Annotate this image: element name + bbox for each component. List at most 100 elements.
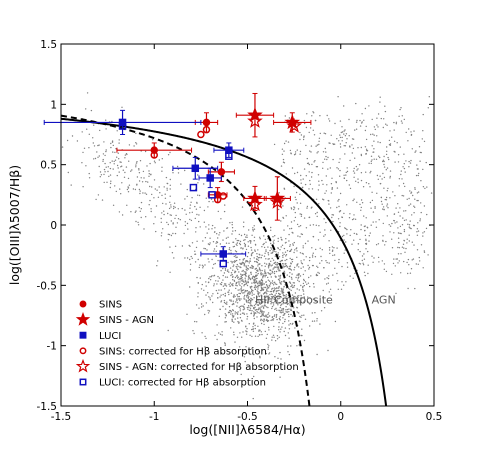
background-point bbox=[383, 155, 385, 158]
background-point bbox=[202, 240, 204, 242]
background-point bbox=[329, 288, 332, 290]
background-point bbox=[265, 263, 268, 265]
background-point bbox=[300, 262, 303, 264]
background-point bbox=[253, 257, 255, 259]
background-point bbox=[359, 263, 362, 265]
background-point bbox=[397, 237, 400, 239]
background-point bbox=[293, 269, 295, 271]
background-point bbox=[230, 272, 233, 274]
background-point bbox=[413, 205, 415, 207]
background-point bbox=[247, 278, 250, 280]
background-point bbox=[340, 288, 343, 290]
background-point bbox=[324, 147, 326, 150]
background-point bbox=[403, 260, 405, 263]
background-point bbox=[322, 183, 324, 185]
background-point bbox=[243, 258, 245, 260]
background-point bbox=[297, 312, 299, 314]
background-point bbox=[403, 167, 406, 170]
background-point bbox=[401, 194, 403, 197]
background-point bbox=[273, 270, 276, 273]
background-point bbox=[234, 276, 237, 279]
background-point bbox=[310, 275, 312, 277]
background-point bbox=[199, 277, 201, 279]
background-point bbox=[336, 272, 338, 275]
background-point bbox=[373, 148, 375, 150]
background-point bbox=[169, 214, 171, 216]
background-point bbox=[126, 204, 128, 206]
background-point bbox=[247, 299, 250, 301]
background-point bbox=[319, 115, 321, 117]
background-point bbox=[235, 259, 238, 262]
background-point bbox=[278, 192, 280, 194]
background-point bbox=[172, 232, 174, 235]
background-point bbox=[382, 240, 384, 242]
background-point bbox=[404, 185, 406, 188]
background-point bbox=[254, 249, 256, 251]
background-point bbox=[327, 156, 329, 159]
background-point bbox=[279, 281, 281, 283]
background-point bbox=[273, 250, 275, 252]
background-point bbox=[217, 210, 219, 213]
background-point bbox=[131, 169, 133, 171]
background-point bbox=[138, 169, 140, 171]
background-point bbox=[300, 284, 302, 287]
background-point bbox=[408, 166, 410, 168]
background-point bbox=[143, 177, 145, 179]
background-point bbox=[377, 256, 380, 259]
background-point bbox=[280, 220, 282, 222]
background-point bbox=[255, 308, 258, 311]
background-point bbox=[203, 247, 205, 250]
background-point bbox=[232, 296, 235, 298]
background-point bbox=[205, 302, 208, 304]
background-point bbox=[121, 214, 124, 216]
background-point bbox=[311, 312, 313, 314]
background-point bbox=[322, 198, 324, 200]
background-point bbox=[389, 175, 391, 178]
legend-label: SINS bbox=[99, 300, 122, 311]
background-point bbox=[252, 227, 254, 229]
background-point bbox=[306, 113, 308, 115]
background-point bbox=[307, 264, 309, 267]
background-point bbox=[299, 236, 301, 238]
background-point bbox=[348, 118, 350, 121]
background-point bbox=[88, 147, 90, 149]
background-point bbox=[223, 283, 226, 285]
background-point bbox=[264, 274, 266, 277]
background-point bbox=[386, 167, 389, 169]
background-point bbox=[249, 292, 251, 294]
background-point bbox=[241, 206, 244, 208]
background-point bbox=[303, 293, 305, 295]
background-point bbox=[280, 312, 282, 314]
background-point bbox=[238, 292, 240, 295]
background-point bbox=[282, 256, 284, 258]
background-point bbox=[338, 140, 340, 142]
background-point bbox=[355, 165, 358, 168]
background-point bbox=[173, 202, 176, 204]
background-point bbox=[270, 293, 273, 295]
background-point bbox=[397, 203, 399, 205]
background-point bbox=[198, 214, 200, 216]
background-point bbox=[247, 297, 249, 299]
background-point bbox=[271, 257, 273, 260]
background-point bbox=[295, 191, 298, 194]
background-point bbox=[218, 277, 221, 279]
background-point bbox=[391, 136, 393, 138]
background-point bbox=[398, 260, 400, 262]
background-point bbox=[229, 299, 231, 301]
background-point bbox=[292, 286, 294, 289]
background-point bbox=[155, 230, 157, 233]
background-point bbox=[260, 284, 262, 286]
background-point bbox=[167, 223, 169, 226]
background-point bbox=[285, 255, 287, 257]
background-point bbox=[220, 289, 222, 291]
background-point bbox=[161, 212, 163, 214]
background-point bbox=[400, 107, 402, 109]
background-point bbox=[190, 255, 192, 258]
background-point bbox=[282, 309, 285, 311]
background-point bbox=[177, 172, 180, 174]
background-point bbox=[331, 216, 333, 219]
background-point bbox=[99, 129, 101, 132]
background-point bbox=[360, 154, 363, 157]
background-point bbox=[245, 248, 248, 251]
background-point bbox=[279, 282, 282, 284]
